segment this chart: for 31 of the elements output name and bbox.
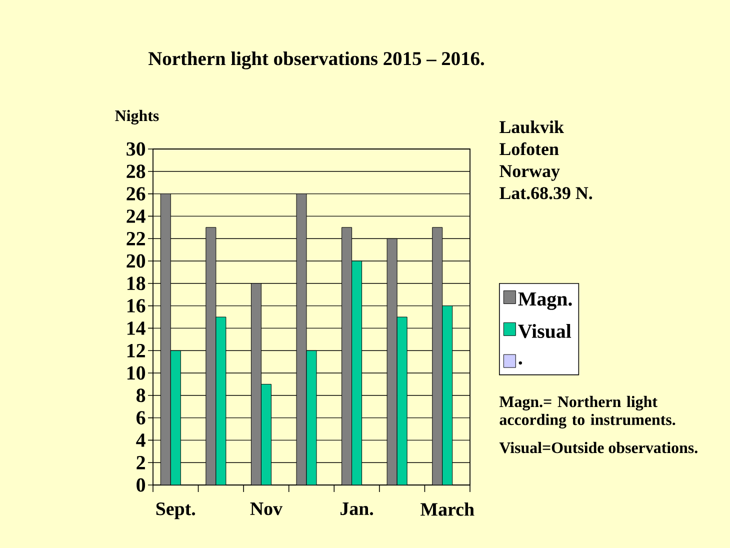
y-tick-label: 0 — [136, 478, 146, 492]
y-tick-label: 16 — [127, 299, 146, 312]
text: Lofoten — [500, 142, 559, 156]
legend-label: . — [518, 361, 522, 365]
y-tick-label: 22 — [126, 232, 145, 246]
chart-title: Northern light observations 2015 – 2016. — [148, 52, 484, 70]
y-tick-label: 6 — [136, 411, 146, 424]
text: Visual=Outside observations. — [499, 442, 698, 454]
x-tick-label: March — [420, 502, 474, 516]
text: Lat.68.39 N. — [500, 187, 592, 200]
y-tick-label: 18 — [127, 276, 146, 290]
y-axis-title: Nights — [115, 110, 159, 125]
y-tick-label: 8 — [136, 388, 146, 402]
y-tick-label: 28 — [126, 164, 146, 178]
y-tick-label: 12 — [127, 344, 145, 358]
text: Magn.= Northern light according to instruments. — [499, 396, 676, 428]
x-tick-label: Nov — [250, 502, 283, 516]
legend-label: Magn. — [518, 292, 572, 310]
y-tick-label: 24 — [126, 210, 146, 223]
legend-label: Visual — [518, 324, 572, 338]
y-tick-label: 14 — [127, 322, 146, 335]
x-tick-label: Jan. — [340, 502, 374, 516]
y-tick-label: 2 — [136, 456, 145, 470]
text: Norway — [500, 165, 560, 181]
y-tick-label: 4 — [136, 434, 146, 447]
y-tick-label: 20 — [126, 254, 146, 268]
y-tick-label: 10 — [127, 366, 146, 380]
y-tick-label: 26 — [126, 187, 146, 200]
x-tick-label: Sept. — [156, 502, 196, 520]
text: Laukvik — [500, 120, 564, 134]
y-tick-label: 30 — [126, 142, 146, 156]
